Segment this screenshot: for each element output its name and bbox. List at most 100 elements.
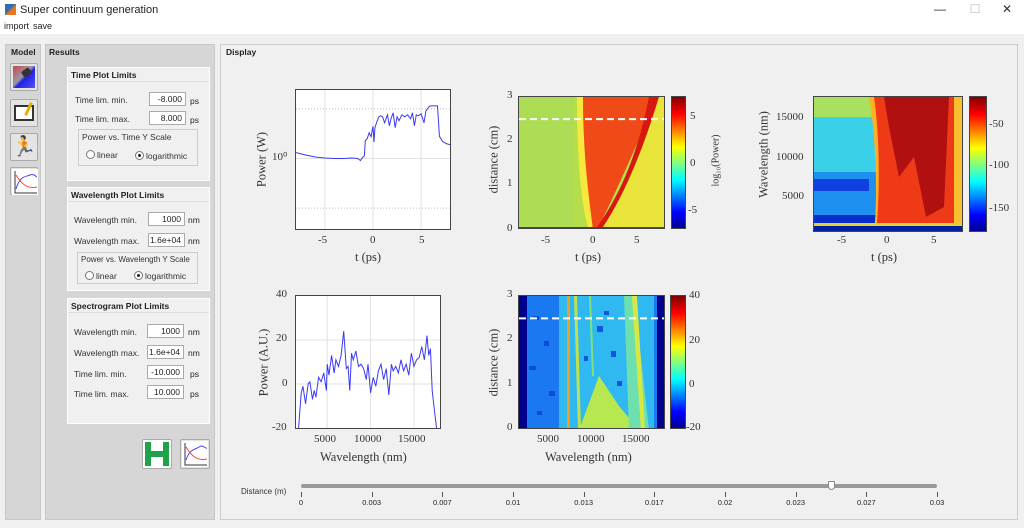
x-tick-label: 5 xyxy=(634,234,640,246)
spectrogram-time-min-input[interactable]: -10.000 xyxy=(147,365,184,379)
plot-results-button[interactable] xyxy=(10,167,38,195)
slider-tick xyxy=(795,492,797,497)
wavelength-min-input[interactable]: 1000 xyxy=(148,212,185,226)
linear-radio[interactable] xyxy=(85,271,94,280)
radio-label: linear xyxy=(97,150,118,160)
open-plot-button[interactable] xyxy=(180,439,210,469)
spectrogram-heatmap[interactable] xyxy=(813,96,963,232)
y-tick-label: 3 xyxy=(507,288,513,300)
time-max-input[interactable]: 8.000 xyxy=(149,111,186,125)
slider-tick xyxy=(583,492,585,497)
slider-tick xyxy=(371,492,373,497)
slider-tick-label: 0.03 xyxy=(929,498,945,507)
colorbar-tick: 40 xyxy=(689,289,700,301)
slider-tick xyxy=(654,492,656,497)
edit-parameters-button[interactable] xyxy=(10,99,38,127)
wavelength-plot-limits-group: Wavelength Plot Limits Wavelength min. 1… xyxy=(67,187,210,291)
group-title: Spectrogram Plot Limits xyxy=(71,301,170,311)
y-axis-label: Wavelength (nm) xyxy=(756,111,771,198)
power-vs-wavelength-axes[interactable] xyxy=(295,295,441,429)
spectral-evolution-heatmap[interactable] xyxy=(518,295,665,429)
menu-save[interactable]: save xyxy=(33,21,53,31)
wavelength-max-label: Wavelength max. xyxy=(74,236,140,246)
spectrogram-wavelength-min-label: Wavelength min. xyxy=(74,327,137,337)
series-line xyxy=(296,105,450,162)
x-axis-label: t (ps) xyxy=(871,250,898,264)
colorbar-tick: -150 xyxy=(989,202,1010,214)
colorbar xyxy=(969,96,987,232)
minimize-button[interactable]: — xyxy=(934,2,946,16)
unit-label: nm xyxy=(188,215,200,225)
time-max-label: Time lim. max. xyxy=(75,114,130,124)
slider-thumb[interactable] xyxy=(828,481,835,490)
unit-label: ps xyxy=(190,96,199,106)
unit-label: ps xyxy=(190,115,199,125)
radio-label: logarithmic xyxy=(146,151,188,161)
edit-parameters-icon xyxy=(14,102,34,121)
time-min-label: Time lim. min. xyxy=(75,95,128,105)
linear-radio[interactable] xyxy=(86,150,95,159)
time-evolution-heatmap[interactable] xyxy=(518,96,665,229)
radio-label: logarithmic xyxy=(145,271,187,281)
model-panel-label: Model xyxy=(11,47,36,57)
colorbar xyxy=(670,295,686,429)
slider-tick xyxy=(513,492,514,497)
colorbar-label: log₁₀(Power) xyxy=(710,134,722,187)
menu-bar: import save xyxy=(0,20,1024,34)
close-button[interactable]: ✕ xyxy=(1001,2,1013,16)
slider-tick xyxy=(866,492,868,497)
spectrogram-wavelength-max-label: Wavelength max. xyxy=(74,348,140,358)
slider-tick-label: 0.023 xyxy=(786,498,806,507)
colorbar-tick: -20 xyxy=(686,421,701,433)
distance-slider[interactable] xyxy=(301,481,937,490)
slider-tick-label: 0 xyxy=(298,498,304,507)
x-tick-label: 0 xyxy=(884,234,890,246)
series-line xyxy=(298,331,438,428)
time-min-input[interactable]: -8.000 xyxy=(149,92,186,106)
spectrogram-time-min-label: Time lim. min. xyxy=(74,369,127,379)
spectrogram-time-max-input[interactable]: 10.000 xyxy=(147,385,184,399)
laser-model-icon xyxy=(13,66,35,88)
x-axis-label: Wavelength (nm) xyxy=(320,450,407,464)
unit-label: ps xyxy=(190,389,199,399)
x-tick-label: -5 xyxy=(318,234,328,246)
matlab-app-icon xyxy=(5,4,16,15)
colorbar-tick: 5 xyxy=(690,110,696,122)
display-panel-label: Display xyxy=(226,47,257,57)
x-tick-label: -5 xyxy=(837,234,847,246)
slider-tick xyxy=(937,492,938,497)
group-title: Wavelength Plot Limits xyxy=(71,190,165,200)
y-tick-label: 1 xyxy=(507,377,513,389)
slider-tick-label: 0.017 xyxy=(644,498,664,507)
wavelength-max-input[interactable]: 1.6e+04 xyxy=(148,233,185,247)
run-simulation-button[interactable]: 🏃 xyxy=(10,133,38,161)
x-tick-label: 5000 xyxy=(537,433,559,445)
group-title: Power vs. Time Y Scale xyxy=(82,132,172,142)
y-tick-label: 0 xyxy=(507,421,513,433)
plot-results-icon xyxy=(12,169,38,195)
maximize-button[interactable]: ☐ xyxy=(969,2,981,16)
wavelength-y-scale-group: Power vs. Wavelength Y Scale linear loga… xyxy=(77,252,198,284)
radio-label: linear xyxy=(96,271,117,281)
y-tick-label: 10000 xyxy=(776,151,804,163)
x-tick-label: 15000 xyxy=(398,433,426,445)
y-axis-label: distance (cm) xyxy=(486,125,501,194)
x-tick-label: 0 xyxy=(590,234,596,246)
spectrogram-wavelength-min-input[interactable]: 1000 xyxy=(147,324,184,338)
save-results-button[interactable] xyxy=(142,439,172,469)
group-title: Time Plot Limits xyxy=(71,70,137,80)
x-tick-label: 15000 xyxy=(622,433,650,445)
menu-import[interactable]: import xyxy=(4,21,30,31)
power-vs-time-axes[interactable] xyxy=(295,89,451,230)
spectrogram-time-max-label: Time lim. max. xyxy=(74,389,129,399)
laser-model-button[interactable] xyxy=(10,63,38,91)
time-y-scale-group: Power vs. Time Y Scale linear logarithmi… xyxy=(78,129,198,166)
logarithmic-radio[interactable] xyxy=(135,151,144,160)
logarithmic-radio[interactable] xyxy=(134,271,143,280)
spectrogram-wavelength-max-input[interactable]: 1.6e+04 xyxy=(147,345,184,359)
slider-tick-label: 0.013 xyxy=(574,498,594,507)
slider-tick xyxy=(725,492,726,497)
y-tick-label: 2 xyxy=(507,332,513,344)
window-title: Super continuum generation xyxy=(20,4,159,16)
colorbar-tick: 20 xyxy=(689,334,700,346)
